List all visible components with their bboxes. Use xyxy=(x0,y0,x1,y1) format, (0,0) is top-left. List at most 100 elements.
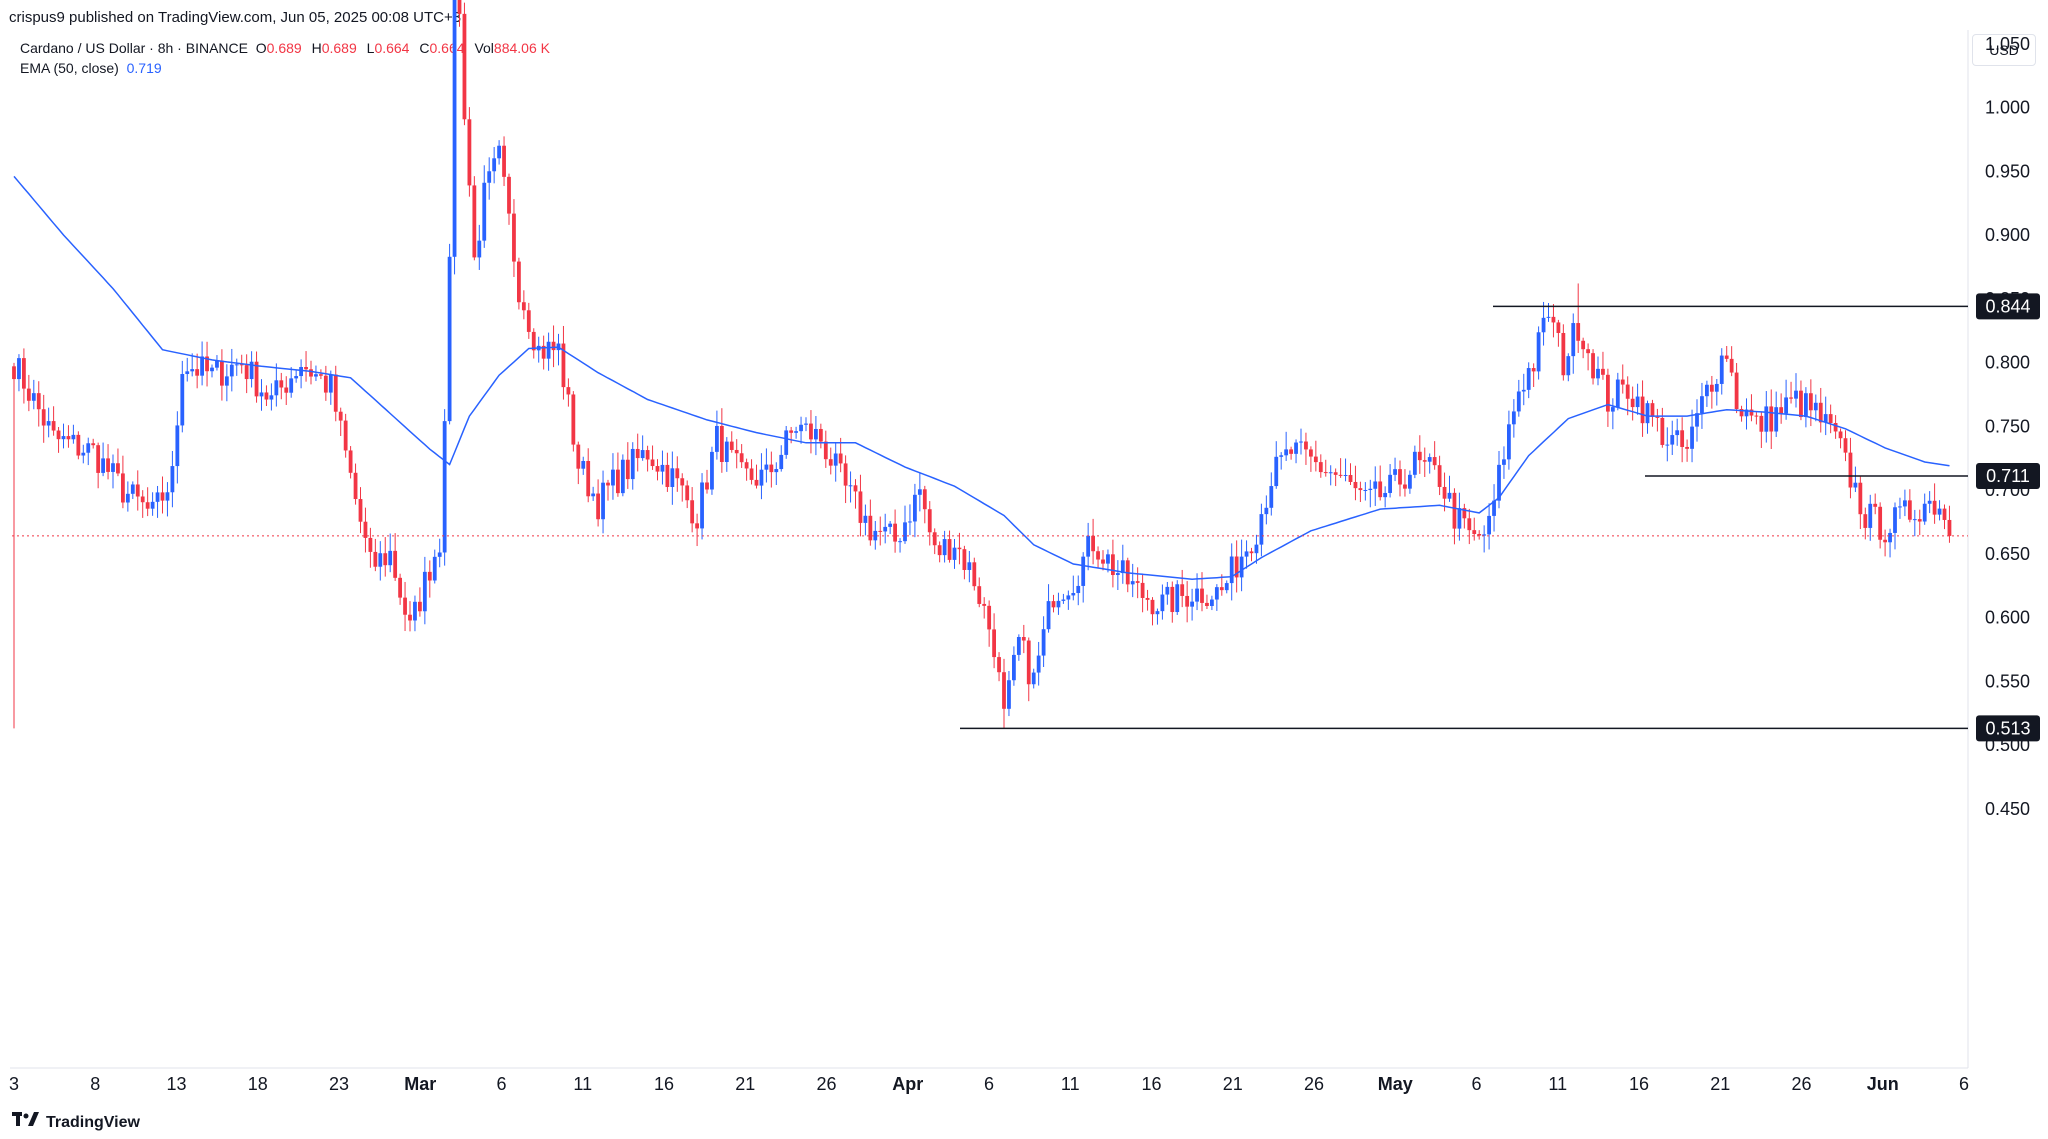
candle xyxy=(1813,394,1818,422)
candle xyxy=(1907,489,1912,523)
candles xyxy=(12,0,1952,729)
candle-body xyxy=(1274,456,1279,487)
candle xyxy=(576,441,581,485)
candle xyxy=(1210,595,1214,611)
candle xyxy=(1452,488,1457,545)
candle xyxy=(804,417,808,432)
candle xyxy=(1650,399,1655,427)
candle-body xyxy=(1056,600,1061,608)
candle-body xyxy=(1709,384,1714,392)
candle-body xyxy=(1106,554,1110,564)
candle-body xyxy=(165,492,170,501)
candle-body xyxy=(254,361,259,397)
candle xyxy=(932,528,937,555)
candle-body xyxy=(838,453,843,464)
candle-body xyxy=(665,464,670,487)
candle-body xyxy=(1338,474,1343,476)
ema-label[interactable]: EMA (50, close) xyxy=(20,60,119,76)
ema-legend: EMA (50, close) 0.719 xyxy=(20,60,162,76)
candle xyxy=(1002,658,1006,729)
candle-body xyxy=(140,496,145,503)
candle xyxy=(1665,427,1670,462)
candle xyxy=(937,541,942,563)
candle xyxy=(1502,446,1506,479)
candle-body xyxy=(1734,372,1739,410)
candle xyxy=(1863,507,1868,540)
candle-body xyxy=(719,425,724,462)
level-label: 0.513 xyxy=(1985,718,2030,738)
candle-body xyxy=(299,366,303,377)
candle xyxy=(155,485,160,518)
candle-body xyxy=(1610,407,1615,412)
candle-body xyxy=(1160,594,1165,612)
symbol-name[interactable]: Cardano / US Dollar · 8h · BINANCE xyxy=(20,40,248,56)
ema-value: 0.719 xyxy=(126,60,162,76)
x-tick-label: Apr xyxy=(892,1074,923,1094)
candle-body xyxy=(1378,481,1383,498)
candle xyxy=(962,545,967,580)
candle xyxy=(675,456,680,492)
candle-body xyxy=(1284,449,1289,456)
candle-body xyxy=(1101,559,1105,564)
candle xyxy=(1804,387,1808,428)
open-key: O xyxy=(255,40,267,56)
candle-body xyxy=(1462,508,1467,519)
y-tick-label: 0.900 xyxy=(1985,225,2030,245)
candle xyxy=(492,147,497,184)
currency-button[interactable]: USD xyxy=(1972,34,2036,66)
candle-body xyxy=(1942,508,1947,520)
candle xyxy=(1709,375,1714,409)
level-tag xyxy=(1976,293,2040,320)
candle xyxy=(823,430,828,468)
candle-body xyxy=(878,530,883,532)
candle-body xyxy=(1190,601,1194,607)
candle xyxy=(1868,494,1873,541)
candle xyxy=(1348,463,1353,486)
candle-body xyxy=(210,367,214,372)
candle-body xyxy=(1873,503,1878,507)
candle xyxy=(388,533,393,573)
candle xyxy=(1373,466,1378,506)
candle xyxy=(1482,525,1487,553)
candle xyxy=(26,374,31,412)
candle-body xyxy=(1828,414,1833,423)
candle-body xyxy=(1937,508,1942,515)
candle xyxy=(1601,351,1605,380)
candle xyxy=(1125,557,1130,593)
candle-body xyxy=(1111,554,1115,576)
candle xyxy=(1021,624,1026,654)
candle-body xyxy=(1279,455,1284,457)
candle-body xyxy=(472,185,477,258)
candle xyxy=(521,290,526,320)
candle xyxy=(1551,304,1556,338)
candle xyxy=(1724,346,1729,362)
candle-body xyxy=(353,472,358,500)
candle-body xyxy=(1071,593,1076,596)
candle xyxy=(650,445,655,470)
candle xyxy=(635,433,640,472)
candle xyxy=(1828,404,1833,434)
candle xyxy=(1383,486,1388,508)
x-tick-label: 26 xyxy=(1304,1074,1324,1094)
candle xyxy=(1358,481,1363,502)
candle xyxy=(596,479,600,527)
candle xyxy=(319,369,323,380)
candle xyxy=(917,472,922,512)
candle xyxy=(22,348,26,404)
candle-body xyxy=(710,451,714,490)
candle xyxy=(660,450,665,485)
candle-body xyxy=(551,341,556,351)
candle-body xyxy=(1155,611,1160,615)
candle-body xyxy=(1393,469,1397,475)
candle-body xyxy=(937,545,942,556)
candle-body xyxy=(477,240,482,258)
candle xyxy=(1254,534,1259,564)
candle xyxy=(1165,581,1170,605)
candle xyxy=(502,136,506,187)
candle-body xyxy=(1120,560,1125,574)
candle-body xyxy=(1091,535,1095,552)
candle xyxy=(1244,540,1249,569)
candle-body xyxy=(754,479,759,486)
candle-body xyxy=(368,537,373,552)
